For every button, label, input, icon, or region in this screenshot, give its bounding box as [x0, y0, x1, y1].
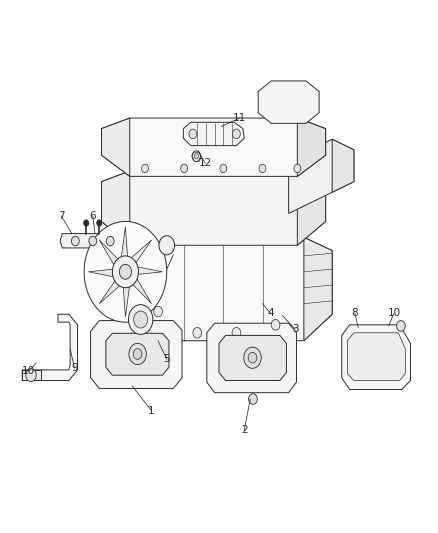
Polygon shape: [88, 269, 114, 277]
Polygon shape: [332, 139, 354, 192]
Circle shape: [71, 236, 79, 246]
Text: 1: 1: [148, 406, 155, 416]
Circle shape: [233, 129, 240, 139]
Polygon shape: [108, 237, 136, 341]
Text: 9: 9: [71, 364, 78, 373]
Circle shape: [248, 352, 257, 363]
Circle shape: [259, 164, 266, 173]
Circle shape: [26, 369, 36, 382]
Polygon shape: [342, 325, 410, 390]
Polygon shape: [22, 370, 41, 381]
Text: 2: 2: [241, 425, 247, 435]
Circle shape: [128, 305, 153, 334]
Polygon shape: [219, 335, 286, 381]
Text: 3: 3: [292, 324, 298, 334]
Text: 5: 5: [163, 354, 170, 364]
Circle shape: [133, 349, 142, 359]
Circle shape: [159, 236, 175, 255]
Circle shape: [134, 311, 148, 328]
Circle shape: [129, 343, 146, 365]
Polygon shape: [131, 240, 152, 263]
Polygon shape: [108, 237, 332, 341]
Polygon shape: [137, 266, 162, 274]
Text: 10: 10: [387, 308, 400, 318]
Polygon shape: [132, 278, 152, 304]
Polygon shape: [60, 233, 125, 248]
Circle shape: [119, 264, 131, 279]
Polygon shape: [207, 323, 297, 393]
Circle shape: [232, 327, 241, 338]
Polygon shape: [22, 314, 78, 381]
Circle shape: [154, 306, 162, 317]
Polygon shape: [289, 139, 354, 214]
Text: 10: 10: [22, 367, 35, 376]
Polygon shape: [121, 227, 127, 258]
Polygon shape: [123, 286, 130, 317]
Circle shape: [113, 256, 138, 288]
Polygon shape: [99, 240, 119, 265]
Circle shape: [271, 319, 280, 330]
Polygon shape: [99, 280, 120, 304]
Text: 7: 7: [58, 211, 65, 221]
Polygon shape: [102, 171, 325, 245]
Circle shape: [89, 236, 97, 246]
Polygon shape: [102, 171, 130, 245]
Circle shape: [97, 220, 102, 226]
Circle shape: [294, 164, 301, 173]
Text: 11: 11: [233, 113, 247, 123]
Circle shape: [189, 129, 197, 139]
Polygon shape: [184, 122, 244, 146]
Polygon shape: [102, 118, 130, 176]
Polygon shape: [297, 171, 325, 245]
Circle shape: [106, 236, 114, 246]
Polygon shape: [347, 333, 405, 381]
Circle shape: [141, 164, 148, 173]
Circle shape: [194, 154, 198, 159]
Circle shape: [181, 164, 187, 173]
Circle shape: [192, 151, 201, 161]
Text: 4: 4: [267, 308, 274, 318]
Polygon shape: [258, 81, 319, 123]
Polygon shape: [102, 118, 325, 176]
Circle shape: [244, 347, 261, 368]
Circle shape: [84, 220, 89, 226]
Text: 6: 6: [89, 211, 96, 221]
Polygon shape: [106, 333, 169, 375]
Circle shape: [220, 164, 227, 173]
Circle shape: [84, 221, 167, 322]
Circle shape: [396, 320, 405, 331]
Polygon shape: [304, 237, 332, 341]
Text: 8: 8: [351, 308, 358, 318]
Circle shape: [249, 394, 257, 405]
Polygon shape: [297, 118, 325, 176]
Polygon shape: [91, 320, 182, 389]
Circle shape: [193, 327, 201, 338]
Text: 12: 12: [198, 158, 212, 168]
